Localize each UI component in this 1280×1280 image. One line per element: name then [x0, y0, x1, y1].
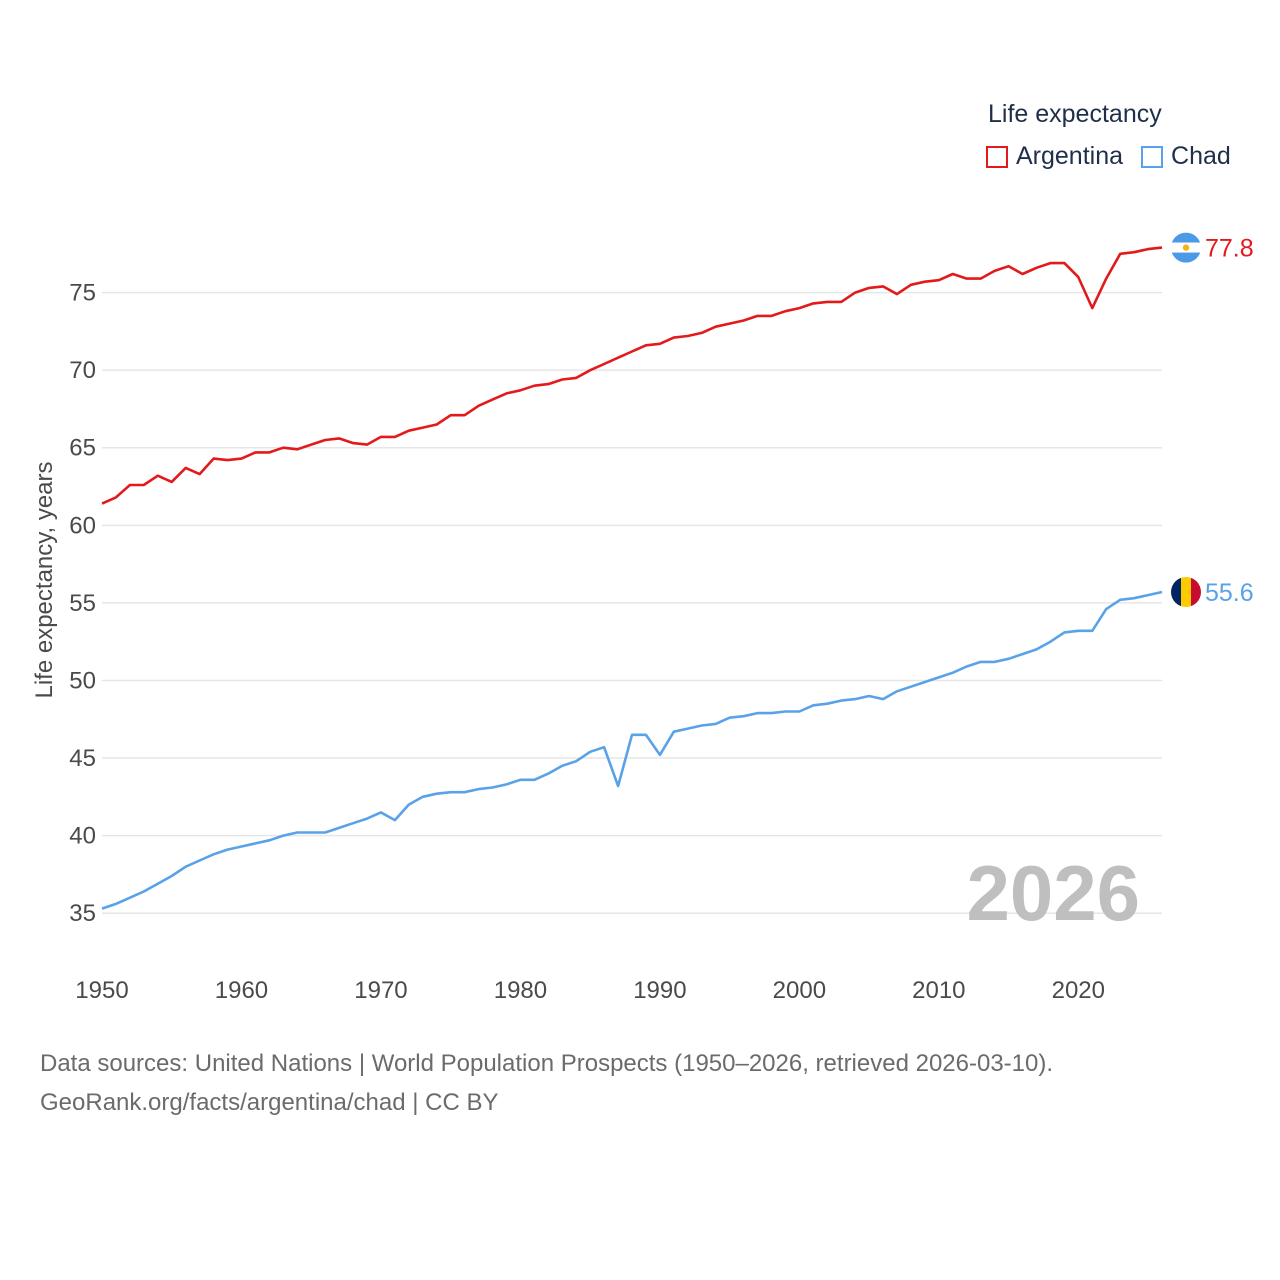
legend: Argentina Chad: [986, 142, 1249, 171]
x-tick-label: 1960: [215, 977, 268, 1004]
y-tick-label: 50: [69, 667, 96, 694]
y-tick-label: 60: [69, 512, 96, 539]
y-tick-label: 40: [69, 823, 96, 850]
y-axis-ticks: 35 40 45 50 55 60 65 70 75: [69, 280, 96, 928]
source-link[interactable]: GeoRank.org/facts/argentina/chad | CC BY: [40, 1089, 499, 1116]
series-lines: [101, 246, 1163, 910]
x-tick-label: 1970: [354, 977, 407, 1004]
x-axis-ticks: 1950 1960 1970 1980 1990 2000 2010 2020: [75, 977, 1105, 1004]
x-tick-label: 2000: [773, 977, 826, 1004]
series-line-argentina: [101, 246, 1163, 505]
y-tick-label: 55: [69, 590, 96, 617]
grid-lines: [102, 291, 1162, 914]
x-tick-label: 1980: [494, 977, 547, 1004]
source-line: Data sources: United Nations | World Pop…: [40, 1050, 1054, 1077]
end-value-label-argentina: 77.8: [1205, 235, 1254, 263]
x-tick-label: 1950: [75, 977, 128, 1004]
x-tick-label: 2020: [1052, 977, 1105, 1004]
legend-item-argentina[interactable]: Argentina: [986, 142, 1123, 171]
x-tick-label: 1990: [633, 977, 686, 1004]
legend-item-chad[interactable]: Chad: [1141, 142, 1231, 171]
legend-label-chad: Chad: [1171, 142, 1231, 170]
legend-swatch-chad: [1141, 145, 1164, 168]
flag-chad-icon: [1171, 577, 1201, 608]
y-tick-label: 35: [69, 900, 96, 927]
x-tick-label: 2010: [912, 977, 965, 1004]
y-tick-label: 75: [69, 280, 96, 307]
y-tick-label: 45: [69, 745, 96, 772]
series-line-chad: [101, 590, 1163, 910]
legend-label-argentina: Argentina: [1016, 142, 1124, 170]
flag-argentina-icon: [1171, 232, 1201, 263]
source-note: Data sources: United Nations | World Pop…: [40, 1044, 1053, 1122]
legend-title: Life expectancy: [988, 100, 1162, 128]
y-tick-label: 65: [69, 435, 96, 462]
y-axis-label: Life expectancy, years: [31, 461, 58, 698]
end-value-label-chad: 55.6: [1205, 579, 1254, 607]
year-watermark: 2026: [966, 849, 1140, 937]
legend-swatch-argentina: [986, 145, 1008, 168]
y-tick-label: 70: [69, 357, 96, 384]
end-markers: 77.8 55.6: [1171, 232, 1254, 608]
